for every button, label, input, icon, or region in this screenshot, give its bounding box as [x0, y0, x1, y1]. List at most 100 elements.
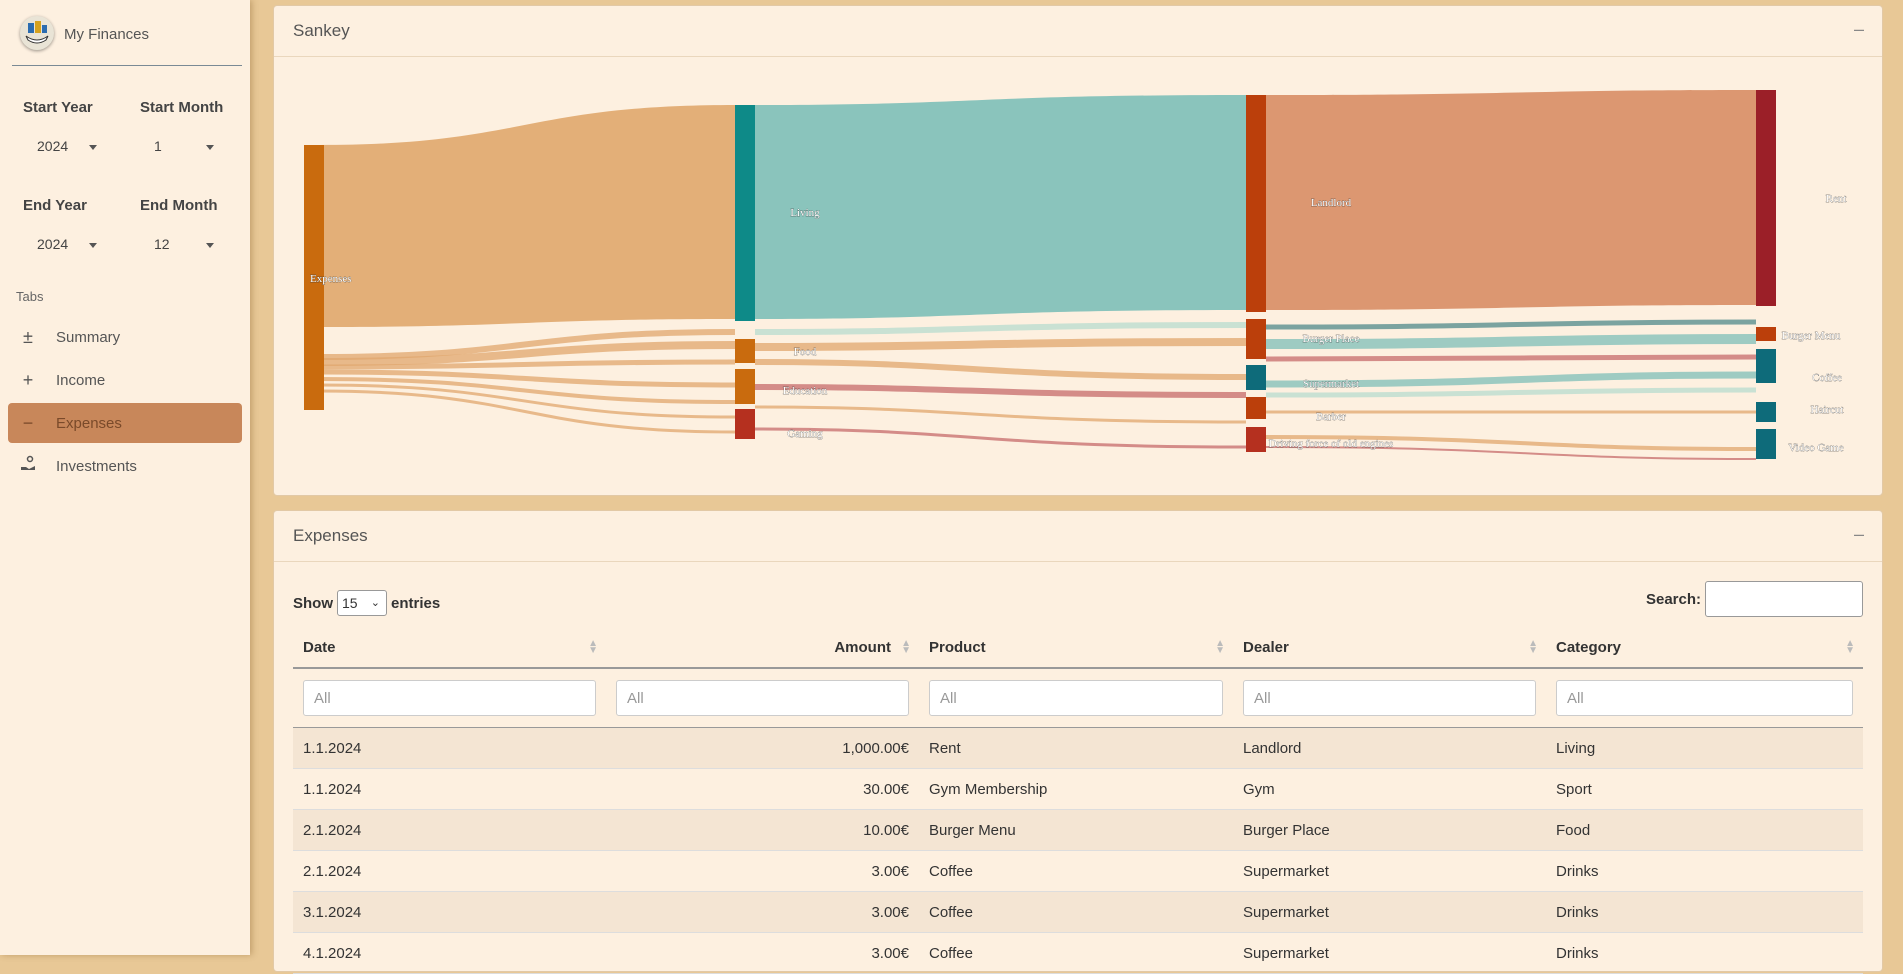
cell-date: 3.1.2024 — [293, 891, 606, 933]
sankey-diagram[interactable]: Expenses Living Food Education Gaming La… — [274, 57, 1882, 494]
sankey-node[interactable] — [735, 409, 755, 439]
sankey-node[interactable] — [1246, 95, 1266, 312]
cell-amount: 10.00€ — [606, 809, 919, 851]
cell-date: 4.1.2024 — [293, 932, 606, 974]
search-control: Search: — [1646, 581, 1863, 617]
start-year-select[interactable]: 2024 — [23, 134, 103, 158]
filter-row: All All All All All — [293, 668, 1863, 728]
cell-date: 1.1.2024 — [293, 727, 606, 769]
minus-icon: − — [22, 412, 34, 433]
end-year-select[interactable]: 2024 — [23, 232, 103, 256]
nav-item-expenses[interactable]: − Expenses — [8, 403, 242, 443]
column-header-label: Date — [303, 638, 336, 656]
amount-filter-input[interactable]: All — [616, 680, 909, 716]
end-month-value: 12 — [154, 236, 170, 252]
nav-item-label: Income — [56, 371, 106, 389]
nav-item-summary[interactable]: ± Summary — [8, 317, 250, 357]
sankey-label: Expenses — [310, 273, 352, 285]
cell-product: Coffee — [919, 891, 1233, 933]
show-label: Show — [293, 594, 333, 612]
end-month-select[interactable]: 12 — [140, 232, 220, 256]
cell-dealer: Burger Place — [1233, 809, 1546, 851]
caret-down-icon — [89, 145, 97, 150]
sankey-node[interactable] — [1756, 90, 1776, 306]
sankey-node[interactable] — [304, 145, 324, 410]
sankey-node[interactable] — [1756, 349, 1776, 383]
sankey-node[interactable] — [735, 105, 755, 321]
sankey-label: Supermarket — [1303, 378, 1359, 390]
entries-value: 15 — [342, 595, 358, 611]
collapse-icon[interactable]: – — [1853, 19, 1864, 39]
table-row[interactable]: 1.1.2024 30.00€ Gym Membership Gym Sport — [293, 768, 1863, 810]
start-month-select[interactable]: 1 — [140, 134, 220, 158]
start-year-label: Start Year — [23, 99, 93, 116]
sort-icon: ▲ ▼ — [1845, 638, 1855, 656]
end-year-value: 2024 — [37, 236, 69, 252]
table-row[interactable]: 2.1.2024 10.00€ Burger Menu Burger Place… — [293, 809, 1863, 851]
sankey-node[interactable] — [735, 369, 755, 404]
nav-item-income[interactable]: + Income — [8, 360, 250, 400]
expenses-card-header: Expenses – — [274, 511, 1882, 562]
cell-product: Burger Menu — [919, 809, 1233, 851]
column-header-product[interactable]: Product ▲ ▼ — [919, 627, 1233, 669]
column-header-label: Category — [1556, 638, 1622, 656]
cell-dealer: Supermarket — [1233, 891, 1546, 933]
sankey-node[interactable] — [1246, 427, 1266, 452]
sankey-node[interactable] — [735, 339, 755, 363]
sankey-node[interactable] — [1756, 327, 1776, 341]
sankey-link[interactable] — [1266, 90, 1756, 310]
cell-dealer: Supermarket — [1233, 850, 1546, 892]
sankey-label: Driving force of old engines — [1269, 438, 1394, 450]
product-filter-input[interactable]: All — [929, 680, 1223, 716]
sankey-link[interactable] — [755, 95, 1246, 319]
sort-icon: ▲ ▼ — [1215, 638, 1225, 656]
cell-date: 1.1.2024 — [293, 768, 606, 810]
column-header-dealer[interactable]: Dealer ▲ ▼ — [1233, 627, 1546, 669]
sankey-node[interactable] — [1246, 397, 1266, 419]
end-year-label: End Year — [23, 197, 87, 214]
cell-amount: 3.00€ — [606, 932, 919, 974]
cell-dealer: Landlord — [1233, 727, 1546, 769]
column-header-label: Product — [929, 638, 986, 656]
column-header-label: Amount — [834, 638, 891, 656]
table-row[interactable]: 4.1.2024 3.00€ Coffee Supermarket Drinks — [293, 932, 1863, 974]
end-month-label: End Month — [140, 197, 218, 214]
table-row[interactable]: 3.1.2024 3.00€ Coffee Supermarket Drinks — [293, 891, 1863, 933]
table-row[interactable]: 1.1.2024 1,000.00€ Rent Landlord Living — [293, 727, 1863, 769]
date-filter-input[interactable]: All — [303, 680, 596, 716]
cell-category: Drinks — [1546, 932, 1863, 974]
cell-amount: 3.00€ — [606, 850, 919, 892]
sankey-label: Burger Place — [1303, 333, 1360, 345]
sankey-link[interactable] — [319, 105, 735, 327]
sankey-node[interactable] — [1246, 365, 1266, 390]
search-label: Search: — [1645, 590, 1701, 608]
sidebar: My Finances Start Year Start Month 2024 … — [0, 0, 250, 955]
sankey-title: Sankey — [293, 21, 350, 40]
entries-select[interactable]: 15 ⌄ — [337, 590, 387, 616]
cell-category: Drinks — [1546, 850, 1863, 892]
nav-item-investments[interactable]: Investments — [8, 446, 250, 486]
column-header-amount[interactable]: Amount ▲ ▼ — [606, 627, 919, 669]
caret-down-icon — [206, 145, 214, 150]
expenses-card: Expenses – Show 15 ⌄ entries Search: Dat… — [273, 510, 1883, 974]
search-input[interactable] — [1705, 581, 1863, 617]
table-row[interactable]: 2.1.2024 3.00€ Coffee Supermarket Drinks — [293, 850, 1863, 892]
sankey-label: Living — [790, 207, 820, 219]
category-filter-input[interactable]: All — [1556, 680, 1853, 716]
sankey-label: Rent — [1826, 193, 1847, 205]
sankey-node[interactable] — [1246, 319, 1266, 359]
sort-icon: ▲ ▼ — [588, 638, 598, 656]
expenses-table: Date ▲ ▼ Amount ▲ ▼ Product ▲ ▼ Dealer ▲ ▼ Categ… — [293, 627, 1863, 974]
sankey-node[interactable] — [1756, 429, 1776, 459]
collapse-icon[interactable]: – — [1853, 524, 1864, 544]
column-header-category[interactable]: Category ▲ ▼ — [1546, 627, 1863, 669]
sankey-card-header: Sankey – — [274, 6, 1882, 57]
brand[interactable]: My Finances — [12, 10, 242, 66]
cell-amount: 30.00€ — [606, 768, 919, 810]
dealer-filter-input[interactable]: All — [1243, 680, 1536, 716]
cell-category: Food — [1546, 809, 1863, 851]
column-header-date[interactable]: Date ▲ ▼ — [293, 627, 606, 669]
cell-date: 2.1.2024 — [293, 850, 606, 892]
sankey-label: Video Game — [1788, 442, 1843, 454]
sankey-node[interactable] — [1756, 402, 1776, 422]
